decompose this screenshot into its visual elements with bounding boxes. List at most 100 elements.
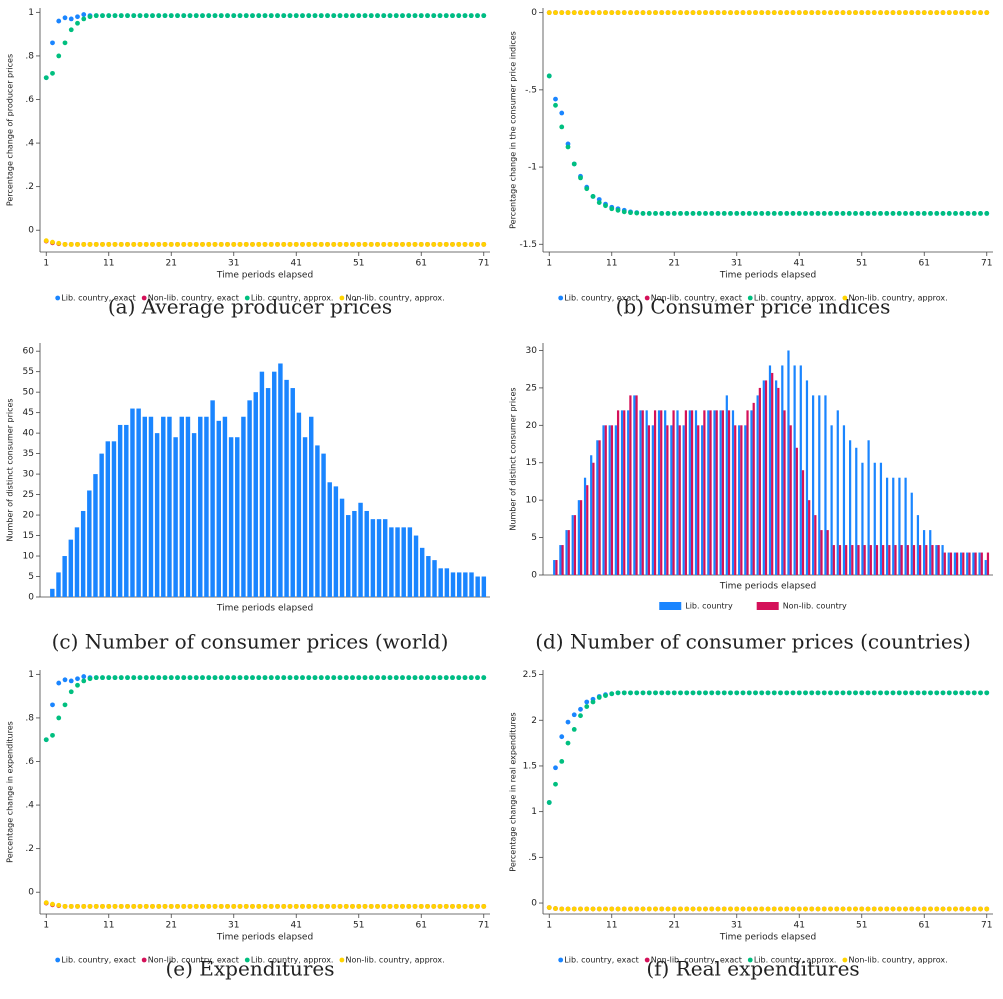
data-point (450, 13, 455, 19)
data-point (803, 10, 808, 16)
data-point (928, 10, 933, 16)
data-point (287, 13, 293, 19)
data-point (368, 675, 374, 681)
data-point (356, 903, 362, 909)
data-point (368, 13, 374, 19)
data-point (703, 10, 708, 16)
data-point (634, 10, 640, 16)
data-point (162, 903, 168, 909)
y-tick-label: 1 (531, 807, 537, 817)
data-point (834, 10, 840, 16)
data-point (621, 906, 627, 912)
legend-marker (244, 957, 250, 963)
legend-label: Non-lib. country, approx. (345, 294, 444, 303)
bar (610, 425, 614, 575)
data-point (250, 675, 255, 681)
data-point (100, 13, 105, 19)
data-point (343, 675, 349, 681)
data-point (559, 906, 565, 912)
data-point (306, 241, 312, 247)
data-point (884, 210, 890, 216)
data-point (50, 70, 55, 76)
data-point (553, 906, 558, 911)
y-tick-label: 5 (531, 533, 537, 543)
x-tick-label: 21 (166, 259, 177, 269)
bar (56, 572, 61, 597)
y-tick-label: 40 (23, 429, 35, 439)
bar (627, 410, 630, 575)
caption: (d) Number of consumer prices (countries… (535, 630, 971, 654)
data-point (846, 690, 852, 696)
data-point (734, 690, 740, 696)
bar (855, 447, 858, 575)
x-tick-label: 11 (606, 921, 617, 931)
data-point (337, 903, 343, 909)
legend-marker (644, 957, 650, 963)
bar (922, 530, 926, 575)
y-tick-label: -1.5 (519, 240, 537, 250)
data-point (853, 906, 858, 912)
data-point (168, 241, 174, 247)
data-point (896, 10, 902, 16)
bar (666, 425, 669, 575)
bar (744, 425, 747, 575)
data-point (462, 903, 468, 909)
data-point (356, 675, 362, 681)
data-point (243, 241, 249, 247)
bar (838, 545, 842, 575)
data-point (325, 241, 330, 247)
data-point (300, 13, 305, 19)
y-tick-label: 2 (531, 716, 537, 726)
data-point (771, 10, 777, 16)
bar (892, 477, 895, 575)
bar (577, 500, 580, 575)
data-point (559, 758, 565, 764)
data-point (665, 906, 671, 912)
data-point (609, 206, 615, 212)
data-point (984, 906, 990, 912)
data-point (615, 207, 621, 213)
data-point (696, 10, 702, 16)
data-point (281, 675, 287, 681)
bar (697, 425, 700, 575)
data-point (921, 10, 927, 16)
data-point (903, 210, 908, 216)
data-point (293, 241, 299, 247)
bar (327, 482, 332, 597)
data-point (468, 13, 474, 19)
bar (639, 410, 642, 575)
data-point (803, 690, 808, 696)
legend-label: Non-lib. country, exact (148, 294, 239, 303)
data-point (343, 13, 349, 19)
data-point (809, 210, 815, 216)
bar (873, 462, 876, 575)
data-point (231, 675, 237, 681)
legend-label: Non-lib. country, approx. (848, 294, 947, 303)
bar (912, 545, 916, 575)
data-point (387, 675, 393, 681)
data-point (565, 740, 571, 746)
data-point (350, 675, 355, 681)
bar (608, 425, 611, 575)
x-tick-label: 71 (478, 259, 489, 269)
bar (620, 410, 624, 575)
data-point (765, 690, 771, 696)
data-point (62, 241, 68, 247)
data-point (331, 675, 337, 681)
data-point (381, 903, 387, 909)
data-point (362, 241, 368, 247)
bar (682, 425, 685, 575)
data-point (940, 210, 946, 216)
data-point (965, 210, 971, 216)
x-tick-label: 71 (981, 921, 992, 931)
bar (173, 437, 178, 597)
bar (333, 486, 339, 597)
data-point (821, 906, 827, 912)
data-point (93, 675, 99, 681)
bar (592, 462, 595, 575)
data-point (596, 200, 602, 205)
data-point (218, 675, 224, 681)
data-point (778, 10, 783, 16)
bar (789, 425, 792, 575)
bar (768, 365, 772, 575)
